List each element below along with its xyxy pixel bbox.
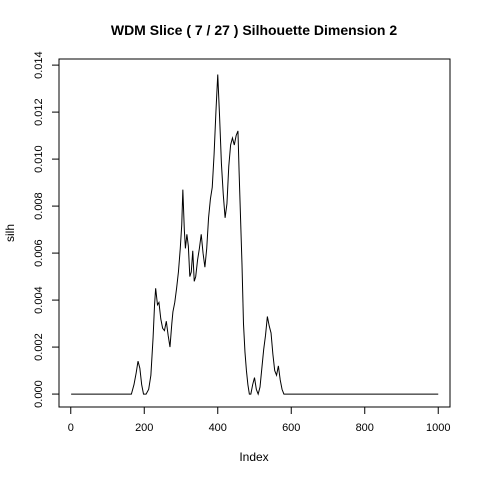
y-tick-label: 0.012 <box>33 98 45 126</box>
y-tick-label: 0.014 <box>33 51 45 79</box>
plot-frame <box>58 58 451 408</box>
x-axis: 0 200 400 600 800 1000 <box>68 406 450 434</box>
x-axis-label: Index <box>239 450 268 464</box>
y-tick-label: 0.002 <box>33 333 45 361</box>
x-tick-label: 200 <box>135 422 153 434</box>
y-axis-label: silh <box>3 224 17 242</box>
x-tick-label: 400 <box>209 422 227 434</box>
x-tick-label: 0 <box>68 422 74 434</box>
y-tick-label: 0.004 <box>33 286 45 314</box>
chart-title: WDM Slice ( 7 / 27 ) Silhouette Dimensio… <box>111 22 397 38</box>
y-tick-label: 0.008 <box>33 192 45 220</box>
x-tick-label: 600 <box>282 422 300 434</box>
y-tick-label: 0.000 <box>33 380 45 408</box>
silhouette-series-line <box>71 74 439 396</box>
y-tick-label: 0.010 <box>33 145 45 173</box>
x-tick-label: 800 <box>356 422 374 434</box>
y-axis: 0.000 0.002 0.004 0.006 0.008 0.010 0.012 0.014 <box>33 51 60 408</box>
x-tick-label: 1000 <box>426 422 450 434</box>
y-tick-label: 0.006 <box>33 239 45 267</box>
